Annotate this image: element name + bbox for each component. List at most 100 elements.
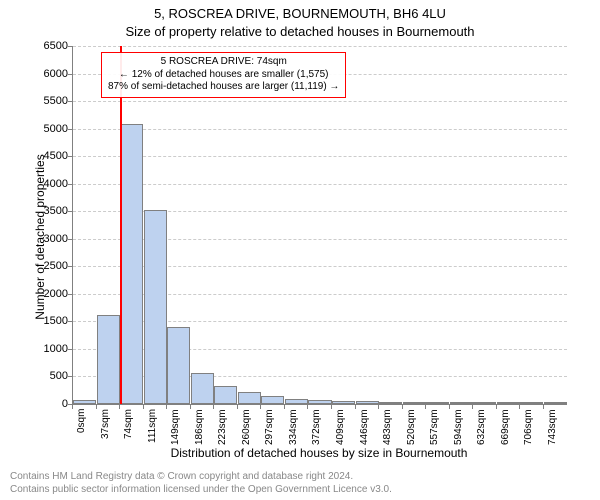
x-tick-label: 223sqm <box>217 409 228 445</box>
x-tick-label: 483sqm <box>382 409 393 445</box>
x-tick-label: 557sqm <box>429 409 440 445</box>
x-axis-label: Distribution of detached houses by size … <box>72 446 566 460</box>
y-gridline <box>73 129 567 130</box>
annotation-line-2: ← 12% of detached houses are smaller (1,… <box>108 69 339 82</box>
y-tick-mark <box>68 184 72 185</box>
x-tick-label: 520sqm <box>406 409 417 445</box>
x-tick-mark <box>519 405 520 409</box>
y-tick-label: 3000 <box>8 233 68 245</box>
annotation-line-1: 5 ROSCREA DRIVE: 74sqm <box>108 56 339 69</box>
y-tick-label: 4500 <box>8 150 68 162</box>
x-tick-label: 0sqm <box>76 409 87 433</box>
histogram-bar <box>144 210 167 404</box>
x-tick-mark <box>331 405 332 409</box>
marker-line <box>120 46 122 404</box>
chart-plot-area: 5 ROSCREA DRIVE: 74sqm ← 12% of detached… <box>72 46 567 405</box>
y-tick-mark <box>68 74 72 75</box>
histogram-bar <box>497 402 520 404</box>
y-tick-label: 6000 <box>8 68 68 80</box>
title-line-1: 5, ROSCREA DRIVE, BOURNEMOUTH, BH6 4LU <box>0 6 600 21</box>
footer-line-1: Contains HM Land Registry data © Crown c… <box>10 471 392 484</box>
x-tick-mark <box>496 405 497 409</box>
histogram-bar <box>426 402 449 404</box>
y-tick-label: 4000 <box>8 178 68 190</box>
y-tick-label: 1000 <box>8 343 68 355</box>
y-tick-label: 5500 <box>8 95 68 107</box>
y-gridline <box>73 184 567 185</box>
y-tick-label: 0 <box>8 398 68 410</box>
annotation-line-3: 87% of semi-detached houses are larger (… <box>108 81 339 94</box>
x-tick-mark <box>472 405 473 409</box>
footer-attribution: Contains HM Land Registry data © Crown c… <box>10 471 392 496</box>
x-tick-label: 372sqm <box>311 409 322 445</box>
footer-line-2: Contains public sector information licen… <box>10 484 392 497</box>
histogram-bar <box>97 315 120 404</box>
histogram-bar <box>520 402 543 404</box>
annotation-callout: 5 ROSCREA DRIVE: 74sqm ← 12% of detached… <box>101 52 346 98</box>
x-tick-mark <box>213 405 214 409</box>
histogram-bar <box>308 400 331 404</box>
x-tick-mark <box>307 405 308 409</box>
x-tick-label: 111sqm <box>147 409 158 443</box>
x-tick-mark <box>378 405 379 409</box>
x-tick-mark <box>96 405 97 409</box>
x-tick-mark <box>119 405 120 409</box>
histogram-bar <box>191 373 214 404</box>
y-tick-mark <box>68 156 72 157</box>
y-tick-mark <box>68 46 72 47</box>
histogram-bar <box>238 392 261 404</box>
x-tick-mark <box>72 405 73 409</box>
histogram-bar <box>403 402 426 404</box>
x-tick-mark <box>166 405 167 409</box>
y-gridline <box>73 46 567 47</box>
histogram-bar <box>356 401 379 404</box>
x-tick-label: 706sqm <box>523 409 534 445</box>
y-tick-mark <box>68 211 72 212</box>
x-tick-label: 260sqm <box>241 409 252 445</box>
y-gridline <box>73 101 567 102</box>
title-line-2: Size of property relative to detached ho… <box>0 24 600 39</box>
x-tick-label: 186sqm <box>194 409 205 445</box>
x-tick-mark <box>402 405 403 409</box>
y-tick-label: 500 <box>8 370 68 382</box>
x-tick-mark <box>355 405 356 409</box>
y-tick-mark <box>68 101 72 102</box>
x-tick-mark <box>449 405 450 409</box>
x-tick-label: 594sqm <box>453 409 464 445</box>
x-tick-label: 409sqm <box>335 409 346 445</box>
y-tick-mark <box>68 129 72 130</box>
y-tick-mark <box>68 294 72 295</box>
y-tick-mark <box>68 239 72 240</box>
y-tick-mark <box>68 321 72 322</box>
x-tick-label: 334sqm <box>288 409 299 445</box>
histogram-bar <box>473 402 496 404</box>
y-tick-label: 1500 <box>8 315 68 327</box>
x-tick-label: 149sqm <box>170 409 181 445</box>
histogram-bar <box>120 124 143 404</box>
y-gridline <box>73 156 567 157</box>
histogram-bar <box>544 402 567 404</box>
x-tick-label: 669sqm <box>500 409 511 445</box>
x-tick-mark <box>425 405 426 409</box>
histogram-bar <box>261 396 284 404</box>
y-tick-label: 5000 <box>8 123 68 135</box>
histogram-bar <box>73 400 96 404</box>
histogram-bar <box>285 399 308 405</box>
x-tick-mark <box>260 405 261 409</box>
x-tick-label: 743sqm <box>547 409 558 445</box>
histogram-bar <box>167 327 190 404</box>
x-tick-mark <box>190 405 191 409</box>
histogram-bar <box>379 402 402 404</box>
x-tick-mark <box>237 405 238 409</box>
y-tick-mark <box>68 349 72 350</box>
histogram-bar <box>332 401 355 404</box>
x-tick-label: 446sqm <box>359 409 370 445</box>
x-tick-mark <box>543 405 544 409</box>
x-tick-label: 297sqm <box>264 409 275 445</box>
x-tick-label: 74sqm <box>123 409 134 439</box>
x-tick-label: 37sqm <box>100 409 111 439</box>
y-tick-label: 6500 <box>8 40 68 52</box>
x-tick-mark <box>284 405 285 409</box>
x-tick-label: 632sqm <box>476 409 487 445</box>
y-tick-label: 3500 <box>8 205 68 217</box>
